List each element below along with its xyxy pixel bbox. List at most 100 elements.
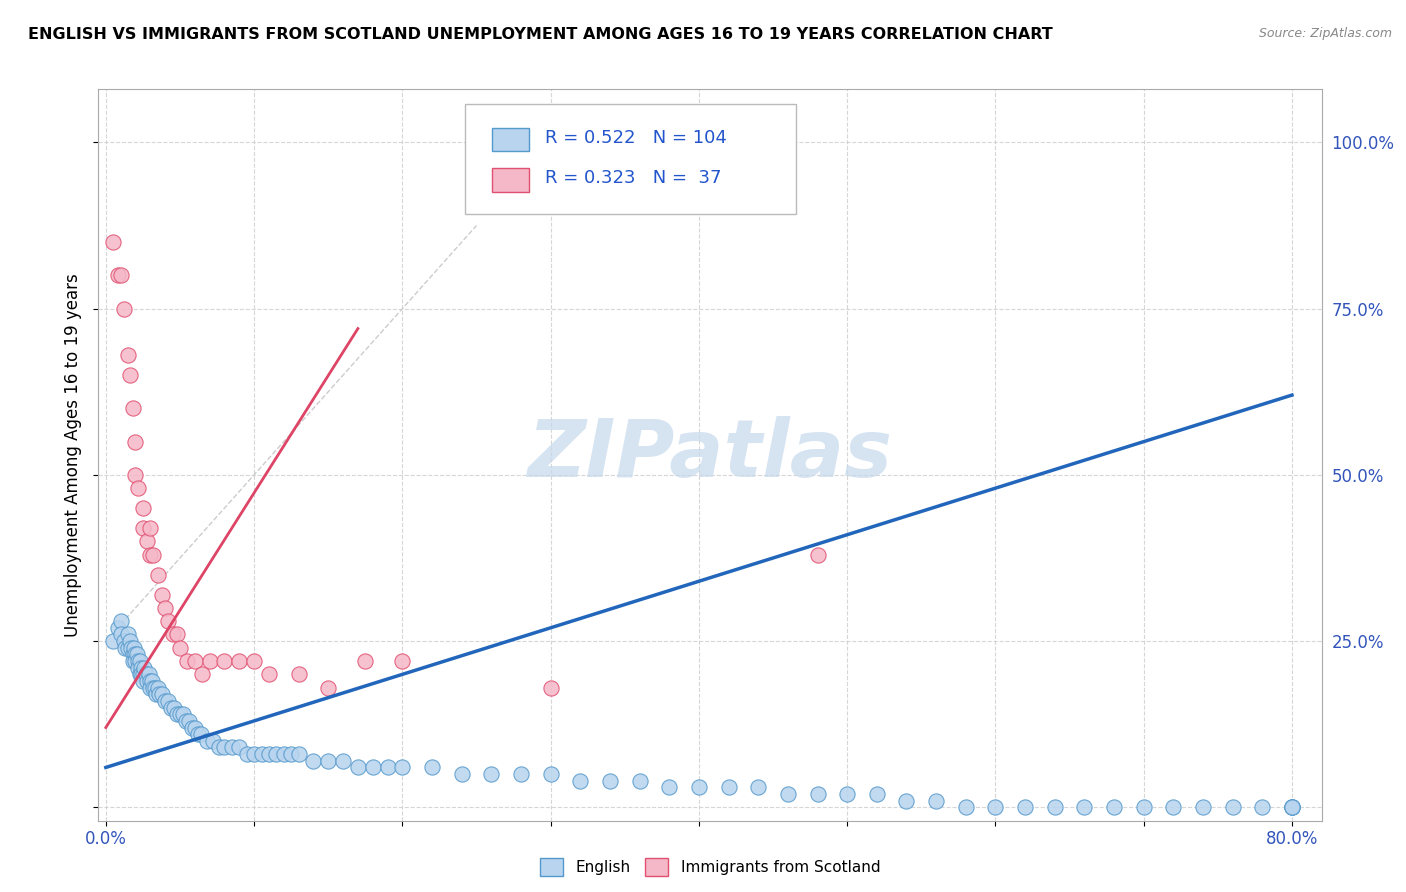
- Point: [127, 654, 149, 668]
- Point: [166, 707, 188, 722]
- Text: R = 0.323   N =  37: R = 0.323 N = 37: [546, 169, 721, 187]
- Point: [221, 740, 243, 755]
- Point: [160, 700, 183, 714]
- Point: [391, 760, 413, 774]
- Point: [118, 634, 141, 648]
- Point: [896, 794, 918, 808]
- Point: [806, 787, 828, 801]
- Point: [135, 667, 157, 681]
- Point: [332, 754, 354, 768]
- Point: [688, 780, 710, 795]
- Point: [127, 661, 149, 675]
- Bar: [492, 128, 529, 152]
- Point: [117, 640, 139, 655]
- Point: [257, 747, 280, 761]
- Point: [145, 687, 167, 701]
- Point: [169, 640, 191, 655]
- Point: [1102, 800, 1125, 814]
- Point: [157, 694, 180, 708]
- Point: [146, 567, 169, 582]
- Point: [107, 268, 129, 283]
- Point: [228, 654, 250, 668]
- Point: [129, 654, 152, 668]
- Point: [1222, 800, 1244, 814]
- Point: [138, 667, 160, 681]
- Point: [110, 627, 132, 641]
- Point: [132, 667, 155, 681]
- Point: [153, 694, 176, 708]
- Point: [1073, 800, 1095, 814]
- Point: [287, 747, 309, 761]
- Point: [162, 627, 184, 641]
- Point: [925, 794, 948, 808]
- Point: [287, 667, 309, 681]
- Point: [139, 681, 162, 695]
- Point: [184, 721, 207, 735]
- Point: [1043, 800, 1066, 814]
- Point: [243, 747, 266, 761]
- Point: [391, 654, 413, 668]
- Point: [1281, 800, 1303, 814]
- Point: [132, 501, 155, 516]
- Point: [112, 301, 135, 316]
- Point: [150, 588, 173, 602]
- Text: Source: ZipAtlas.com: Source: ZipAtlas.com: [1258, 27, 1392, 40]
- Point: [103, 634, 125, 648]
- Point: [479, 767, 502, 781]
- Point: [136, 673, 159, 688]
- Point: [124, 434, 146, 449]
- Point: [132, 673, 155, 688]
- Point: [316, 754, 339, 768]
- Point: [191, 667, 214, 681]
- Point: [569, 773, 592, 788]
- Point: [214, 654, 236, 668]
- Point: [984, 800, 1007, 814]
- Point: [103, 235, 125, 249]
- Point: [198, 654, 221, 668]
- Point: [837, 787, 859, 801]
- Point: [136, 534, 159, 549]
- Point: [110, 614, 132, 628]
- Point: [142, 548, 165, 562]
- Point: [118, 368, 141, 383]
- Point: [658, 780, 681, 795]
- Point: [747, 780, 769, 795]
- Point: [110, 268, 132, 283]
- Point: [1014, 800, 1036, 814]
- Point: [124, 467, 146, 482]
- Point: [273, 747, 295, 761]
- Point: [235, 747, 257, 761]
- Bar: [492, 169, 529, 192]
- Point: [177, 714, 200, 728]
- Text: ENGLISH VS IMMIGRANTS FROM SCOTLAND UNEMPLOYMENT AMONG AGES 16 TO 19 YEARS CORRE: ENGLISH VS IMMIGRANTS FROM SCOTLAND UNEM…: [28, 27, 1053, 42]
- Point: [540, 767, 562, 781]
- Point: [717, 780, 740, 795]
- Point: [1251, 800, 1274, 814]
- Point: [1281, 800, 1303, 814]
- Point: [129, 667, 152, 681]
- Point: [1281, 800, 1303, 814]
- Point: [174, 714, 197, 728]
- Point: [510, 767, 533, 781]
- Point: [187, 727, 209, 741]
- Point: [139, 548, 162, 562]
- Point: [127, 481, 149, 495]
- Point: [280, 747, 302, 761]
- Point: [243, 654, 266, 668]
- Point: [354, 654, 377, 668]
- Point: [132, 521, 155, 535]
- Legend: English, Immigrants from Scotland: English, Immigrants from Scotland: [534, 852, 886, 882]
- Point: [228, 740, 250, 755]
- Point: [146, 681, 169, 695]
- Point: [176, 654, 198, 668]
- Text: R = 0.522   N = 104: R = 0.522 N = 104: [546, 129, 727, 147]
- Point: [107, 621, 129, 635]
- Point: [599, 773, 621, 788]
- Point: [122, 640, 145, 655]
- FancyBboxPatch shape: [465, 103, 796, 213]
- Point: [195, 734, 218, 748]
- Point: [121, 648, 143, 662]
- Point: [117, 348, 139, 362]
- Point: [112, 634, 135, 648]
- Point: [148, 687, 170, 701]
